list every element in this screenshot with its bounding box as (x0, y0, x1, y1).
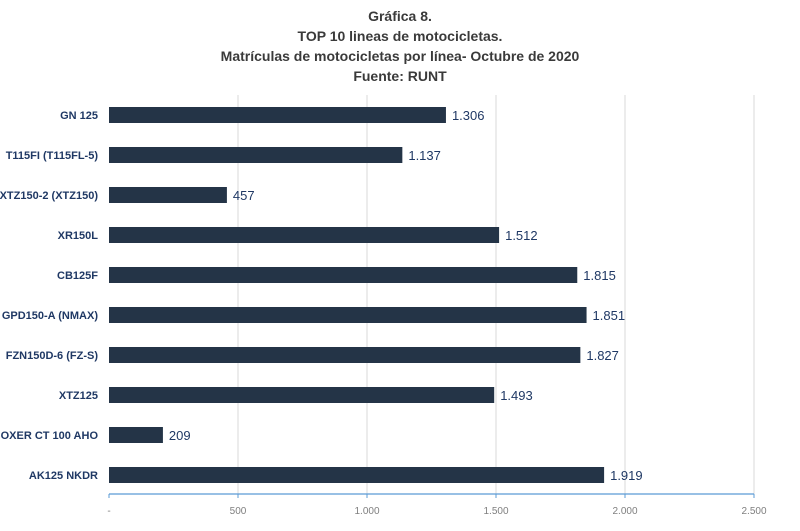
x-tick-label: 2.000 (612, 506, 637, 517)
chart-title-line: TOP 10 lineas de motocicletas. (297, 28, 503, 44)
bar (109, 107, 446, 123)
chart-title-line: Matrículas de motocicletas por línea- Oc… (220, 48, 580, 64)
category-label: XTZ150-2 (XTZ150) (0, 190, 98, 202)
data-label: 1.851 (593, 308, 626, 323)
x-tick-label: - (107, 506, 110, 517)
data-label: 209 (169, 428, 191, 443)
category-label: GN 125 (60, 110, 98, 122)
x-tick-label: 1.500 (483, 506, 508, 517)
bar (109, 267, 578, 283)
bar (109, 427, 163, 443)
data-label: 1.827 (586, 348, 619, 363)
category-label: FZN150D-6 (FZ-S) (6, 350, 99, 362)
category-label: XR150L (58, 230, 99, 242)
chart-title-line: Fuente: RUNT (353, 68, 447, 84)
data-label: 1.512 (505, 228, 538, 243)
data-label: 1.306 (452, 108, 485, 123)
category-label: BOXER CT 100 AHO (0, 430, 98, 442)
bar (109, 307, 587, 323)
bar (109, 467, 605, 483)
x-tick-label: 2.500 (741, 506, 766, 517)
data-label: 1.493 (500, 388, 533, 403)
data-label: 1.919 (610, 468, 643, 483)
category-label: AK125 NKDR (29, 470, 98, 482)
data-label: 1.137 (408, 148, 441, 163)
chart-title-line: Gráfica 8. (368, 8, 432, 24)
x-tick-label: 500 (230, 506, 247, 517)
data-label: 1.815 (583, 268, 616, 283)
bar (109, 187, 227, 203)
category-label: CB125F (57, 270, 98, 282)
bar (109, 227, 500, 243)
data-label: 457 (233, 188, 255, 203)
category-label: T115FI (T115FL-5) (6, 150, 99, 162)
bar (109, 147, 403, 163)
bar (109, 347, 581, 363)
category-label: XTZ125 (59, 390, 98, 402)
x-tick-label: 1.000 (354, 506, 379, 517)
bar (109, 387, 495, 403)
category-label: GPD150-A (NMAX) (2, 310, 98, 322)
chart-title: Gráfica 8. TOP 10 lineas de motocicletas… (0, 6, 800, 86)
